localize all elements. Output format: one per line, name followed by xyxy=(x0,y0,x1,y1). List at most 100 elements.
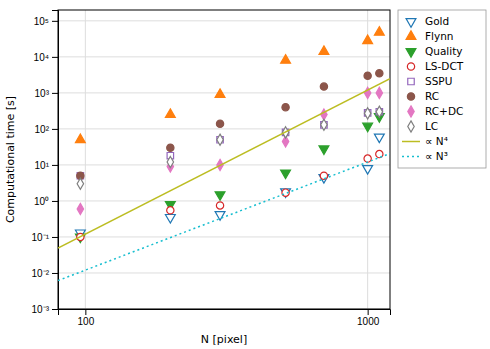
legend-item: ∝ N⁴ xyxy=(402,135,448,147)
grid-line-y xyxy=(58,20,390,21)
y-tick-label: 10¹ xyxy=(35,160,50,171)
y-tick-mark xyxy=(52,93,58,94)
legend-line xyxy=(402,156,420,158)
legend-label: ∝ N⁴ xyxy=(425,135,448,147)
point xyxy=(363,35,373,44)
legend-label: RC xyxy=(425,90,439,102)
point xyxy=(376,70,383,77)
y-tick-mark xyxy=(52,309,58,310)
legend-item: LS-DCT xyxy=(407,60,463,72)
point xyxy=(364,155,371,162)
point xyxy=(215,212,225,221)
x-axis-title: N [pixel] xyxy=(201,333,247,346)
legend-line xyxy=(402,141,420,143)
grid-line-y xyxy=(58,272,390,273)
point xyxy=(364,108,370,119)
point xyxy=(364,72,371,79)
point xyxy=(281,170,291,179)
y-tick-mark xyxy=(52,21,58,22)
point xyxy=(374,27,384,36)
y-tick-label: 10⁻² xyxy=(32,268,50,279)
legend-label: RC+DC xyxy=(425,105,463,117)
point xyxy=(319,146,329,155)
legend-item: Quality xyxy=(406,45,462,57)
y-tick: 10⁻² xyxy=(32,268,58,279)
grid-line-y xyxy=(58,164,390,165)
y-tick-label: 10⁰ xyxy=(34,196,49,207)
y-tick-mark xyxy=(52,165,58,166)
legend-symbol xyxy=(406,31,416,40)
reference-line xyxy=(58,154,390,281)
legend-label: SSPU xyxy=(425,75,452,87)
legend-symbol xyxy=(408,106,414,117)
legend-label: LC xyxy=(425,120,438,132)
point xyxy=(167,207,174,214)
point xyxy=(215,89,225,98)
series xyxy=(77,106,382,189)
point xyxy=(281,189,291,198)
legend-symbol xyxy=(406,19,416,28)
x-tick-mark xyxy=(85,309,86,315)
point xyxy=(77,203,83,214)
point xyxy=(374,134,384,143)
legend-item: ∝ N³ xyxy=(402,150,448,162)
x-tick: 1000 xyxy=(357,309,380,327)
legend-label: LS-DCT xyxy=(425,60,464,72)
legend-item: Flynn xyxy=(406,30,453,42)
grid-line-y xyxy=(58,56,390,57)
y-tick-label: 10⁴ xyxy=(34,52,49,63)
y-tick-mark xyxy=(52,273,58,274)
x-axis: 100 1000 xyxy=(59,309,391,327)
y-tick-mark xyxy=(52,129,58,130)
legend-symbol xyxy=(406,49,416,58)
legend-symbol xyxy=(408,78,414,84)
x-tick-mark xyxy=(368,309,369,315)
legend-symbol xyxy=(407,93,414,100)
point xyxy=(167,156,173,167)
point xyxy=(216,120,223,127)
grid-line-y xyxy=(58,200,390,201)
series xyxy=(75,114,384,243)
series xyxy=(75,134,384,238)
grid-line-x xyxy=(85,10,86,309)
legend-item: RC+DC xyxy=(408,105,464,117)
y-tick: 10⁵ xyxy=(34,16,58,27)
legend-label: Quality xyxy=(425,45,463,57)
point xyxy=(321,119,327,130)
grid-line-y xyxy=(58,236,390,237)
point xyxy=(217,134,223,145)
y-tick: 10⁴ xyxy=(34,52,58,63)
y-tick-mark xyxy=(52,57,58,58)
y-tick-mark xyxy=(52,201,58,202)
legend-symbol xyxy=(407,63,414,70)
point xyxy=(376,87,382,98)
series xyxy=(77,70,383,180)
legend-label: Gold xyxy=(425,15,449,27)
y-tick-mark xyxy=(52,237,58,238)
y-tick: 10⁻³ xyxy=(32,304,58,315)
point xyxy=(216,202,223,209)
reference-line xyxy=(58,79,390,248)
point xyxy=(77,178,83,189)
point xyxy=(281,55,291,64)
y-tick-label: 10⁻¹ xyxy=(32,232,50,243)
series xyxy=(75,27,384,143)
y-tick: 10³ xyxy=(35,88,58,99)
y-tick: 10⁰ xyxy=(34,196,58,207)
y-tick-label: 10² xyxy=(35,124,50,135)
y-tick-label: 10³ xyxy=(35,88,50,99)
point xyxy=(75,134,85,143)
legend-symbol xyxy=(408,121,414,132)
grid-line-y xyxy=(58,92,390,93)
series xyxy=(77,150,383,240)
grid-line-y xyxy=(58,128,390,129)
legend: Gold Flynn Quality LS-DCT SSPU RC RC+DC LC ∝ N⁴ ∝… xyxy=(398,10,486,168)
y-tick: 10⁻¹ xyxy=(32,232,58,243)
legend-frame xyxy=(398,10,486,168)
chart: 100 1000 10⁻³ 10⁻² 10⁻¹ 10⁰ 10¹ 10² 10³ 10⁴ 10⁵ N [… xyxy=(0,0,490,349)
point xyxy=(363,166,373,175)
legend-item: SSPU xyxy=(408,75,453,87)
point xyxy=(363,123,373,132)
x-tick: 100 xyxy=(78,309,95,327)
x-axis-line xyxy=(59,310,391,316)
